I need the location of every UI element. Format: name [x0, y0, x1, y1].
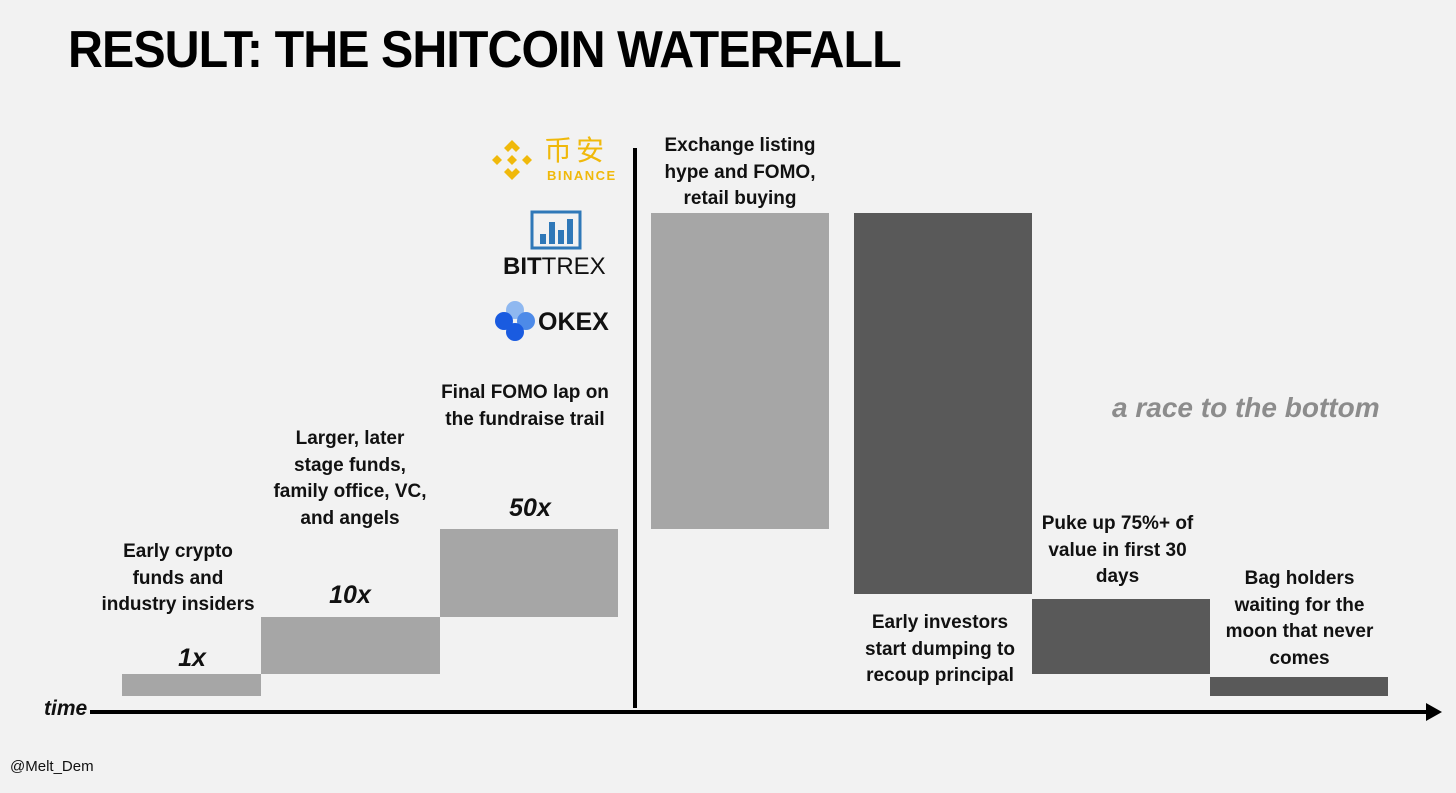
race-to-bottom-annotation: a race to the bottom	[1112, 392, 1380, 423]
stage-label-1: Early crypto funds and industry insiders	[101, 541, 255, 615]
bar-exchange-listing	[651, 213, 829, 529]
multiple-1x: 1x	[178, 644, 206, 672]
time-axis-arrow-icon	[1426, 703, 1442, 721]
stage-label-3: Final FOMO lap on the fundraise trail	[441, 382, 609, 430]
stage-label-5: Early investors start dumping to recoup …	[865, 612, 1015, 686]
author-credit: @Melt_Dem	[10, 758, 94, 775]
bittrex-logo: BITTREX	[503, 210, 613, 280]
bittrex-text: BITTREX	[503, 253, 606, 280]
exchange-divider-line	[633, 148, 637, 708]
stage-label-7: Bag holders waiting for the moon that ne…	[1225, 568, 1374, 669]
time-axis-label: time	[44, 697, 88, 720]
bittrex-light-text: TREX	[541, 253, 606, 280]
stage-label-6: Puke up 75%+ of value in first 30 days	[1041, 513, 1194, 587]
bar-later-funds	[261, 617, 440, 674]
okex-logo: OKEX	[494, 300, 614, 342]
binance-diamond-icon	[492, 140, 532, 180]
stage-label-4: Exchange listing hype and FOMO, retail b…	[664, 135, 816, 209]
bar-final-fomo	[440, 529, 618, 617]
binance-chinese-text: 币安	[544, 134, 609, 167]
binance-logo: 币安 BINANCE	[488, 136, 628, 186]
multiple-50x: 50x	[509, 494, 551, 522]
bar-puke	[1032, 599, 1210, 674]
okex-text: OKEX	[538, 308, 609, 336]
bar-early-insiders	[122, 674, 261, 696]
multiple-10x: 10x	[329, 581, 371, 609]
page-title: RESULT: THE SHITCOIN WATERFALL	[68, 21, 902, 79]
bittrex-chart-icon	[530, 210, 582, 250]
time-axis	[90, 710, 1430, 714]
bar-bag-holders	[1210, 677, 1388, 696]
stage-label-2: Larger, later stage funds, family office…	[273, 428, 427, 529]
bar-early-dumping	[854, 213, 1032, 594]
okex-circles-icon	[495, 301, 535, 341]
binance-text: BINANCE	[547, 168, 617, 183]
bittrex-bold-text: BIT	[503, 253, 542, 280]
